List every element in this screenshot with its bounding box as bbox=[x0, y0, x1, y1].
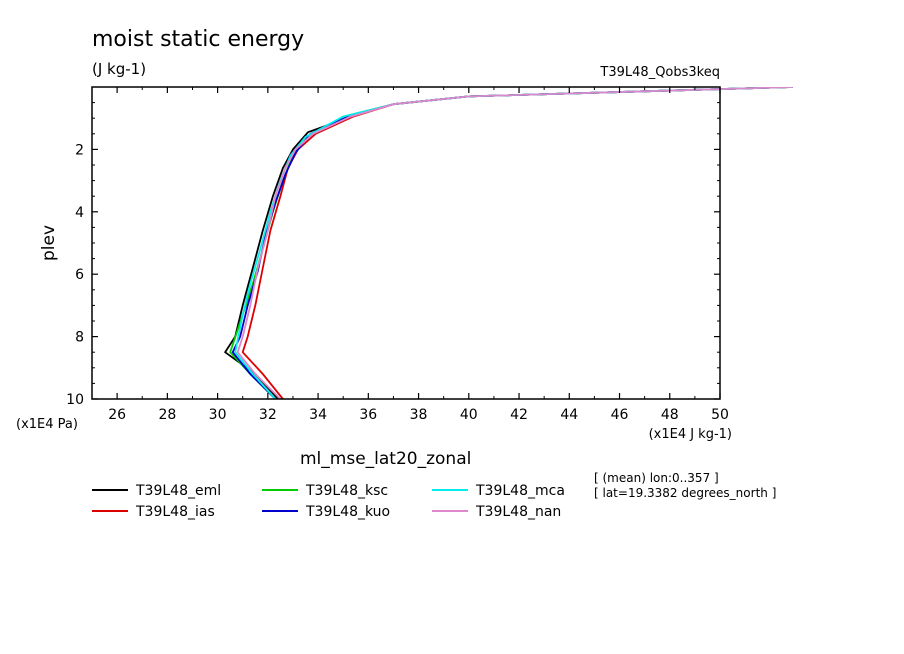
x-units: (x1E4 J kg-1) bbox=[649, 427, 732, 442]
x-tick-label: 28 bbox=[158, 407, 176, 423]
chart-subtitle: (J kg-1) bbox=[92, 60, 146, 78]
run-label: T39L48_Qobs3keq bbox=[599, 65, 720, 80]
x-tick-label: 26 bbox=[108, 407, 126, 423]
x-tick-label: 44 bbox=[560, 407, 578, 423]
y-tick-label: 10 bbox=[66, 392, 84, 408]
x-tick-label: 34 bbox=[309, 407, 327, 423]
legend: T39L48_eml T39L48_ias T39L48_ksc T39L48_kuo… bbox=[92, 483, 565, 520]
series-layer bbox=[224, 87, 793, 399]
x-tick-label: 36 bbox=[359, 407, 377, 423]
legend-label: T39L48_eml bbox=[135, 483, 221, 499]
y-units: (x1E4 Pa) bbox=[16, 417, 78, 432]
legend-label: T39L48_ksc bbox=[305, 483, 388, 499]
legend-label: T39L48_ias bbox=[135, 504, 215, 520]
x-tick-label: 40 bbox=[460, 407, 478, 423]
y-tick-label: 2 bbox=[75, 142, 84, 158]
x-tick-label: 42 bbox=[510, 407, 528, 423]
y-tick-label: 6 bbox=[75, 267, 84, 283]
y-tick-label: 4 bbox=[75, 205, 84, 221]
series-line-T39L48_nan bbox=[236, 87, 793, 399]
y-axis-label: plev bbox=[39, 225, 59, 261]
note-lon: [ (mean) lon:0..357 ] bbox=[594, 471, 719, 485]
legend-label: T39L48_mca bbox=[475, 483, 565, 499]
note-lat: [ lat=19.3382 degrees_north ] bbox=[594, 486, 776, 500]
legend-label: T39L48_kuo bbox=[305, 504, 390, 520]
chart-title: moist static energy bbox=[92, 27, 304, 52]
x-tick-label: 32 bbox=[259, 407, 277, 423]
y-tick-label: 8 bbox=[75, 330, 84, 346]
x-tick-label: 50 bbox=[711, 407, 729, 423]
legend-label: T39L48_nan bbox=[475, 504, 561, 520]
x-tick-label: 38 bbox=[410, 407, 428, 423]
x-tick-label: 48 bbox=[661, 407, 679, 423]
x-tick-label: 30 bbox=[209, 407, 227, 423]
x-tick-label: 46 bbox=[611, 407, 629, 423]
variable-name: ml_mse_lat20_zonal bbox=[300, 449, 471, 469]
